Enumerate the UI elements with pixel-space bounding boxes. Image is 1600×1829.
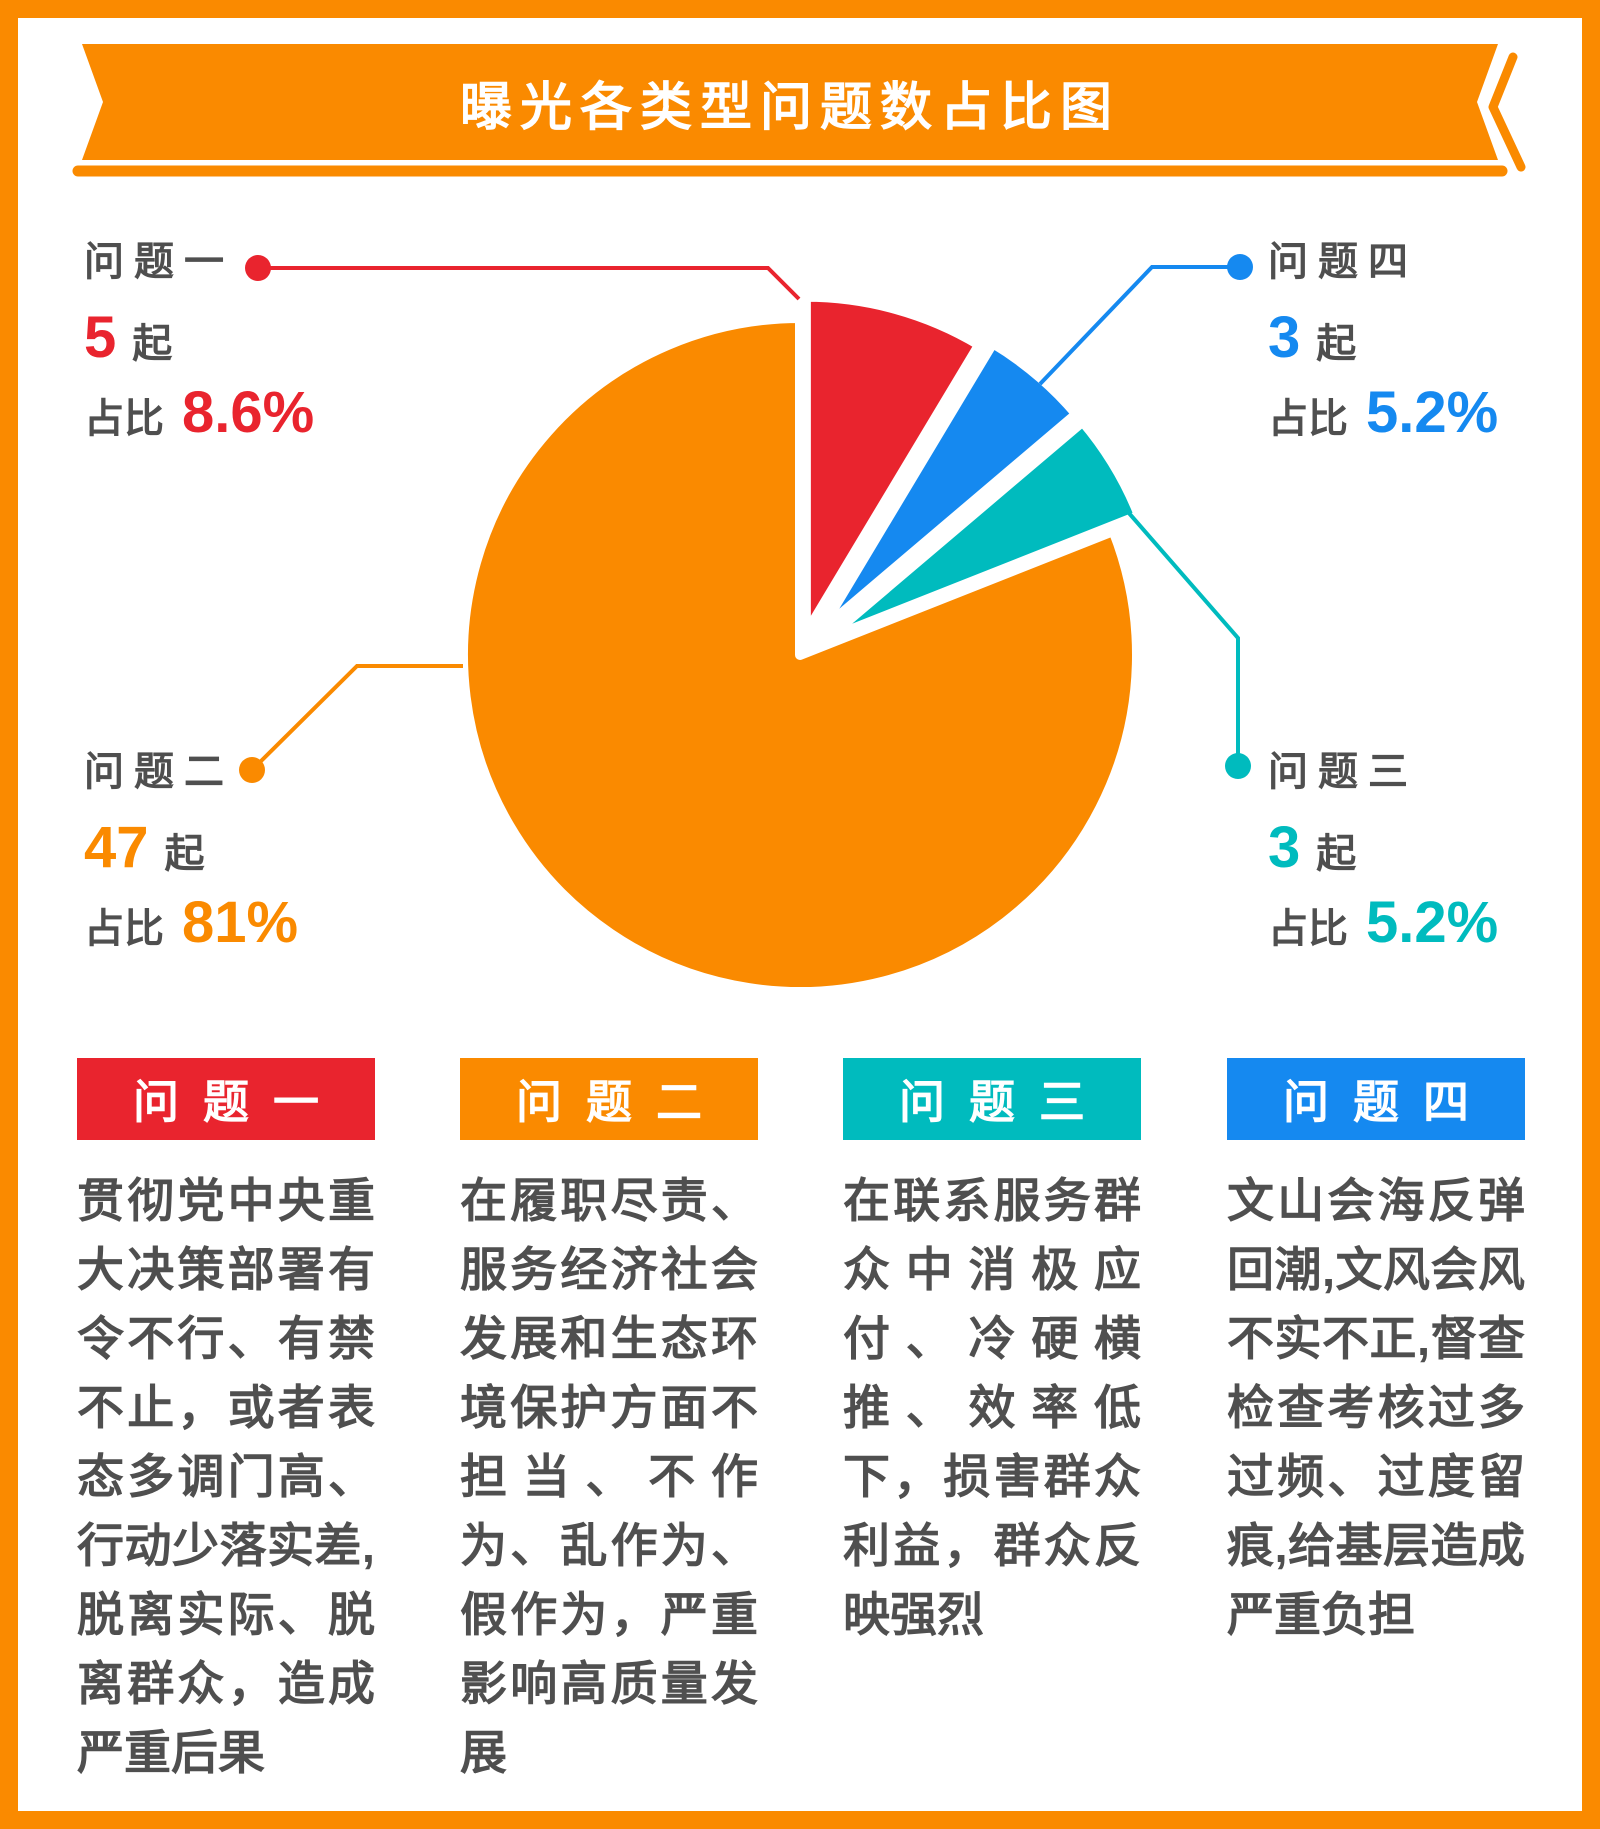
- callout-percent: 8.6%: [182, 380, 315, 445]
- callout-count: 3: [1268, 815, 1301, 880]
- callout-count: 3: [1268, 305, 1301, 370]
- callout-dot-problem4: [1227, 254, 1253, 280]
- legend-card-title: 问题三: [899, 1076, 1109, 1128]
- pie-slice-4: [458, 313, 1142, 997]
- callout-percent-prefix: 占比: [84, 907, 164, 951]
- callout-percent: 5.2%: [1366, 380, 1499, 445]
- ribbon-chevron-icon: [1488, 52, 1526, 172]
- page-title: 曝光各类型问题数占比图: [459, 78, 1120, 137]
- callout-line-problem1: [258, 266, 801, 301]
- callout-line-problem4: [1038, 265, 1240, 386]
- callout-percent: 5.2%: [1366, 890, 1499, 955]
- legend-card-problem1: 问题一 贯彻党中央重大决策部署有令不行、有禁不止，或者表态多调门高、行动少落实差…: [77, 1058, 375, 1787]
- callout-problem2: 问题二 47 起 占比 81%: [84, 744, 298, 954]
- legend-card-header: 问题二: [460, 1058, 758, 1140]
- callout-unit: 起: [132, 322, 173, 366]
- pie-slice-1: [800, 291, 985, 639]
- title-ribbon: [82, 44, 1498, 160]
- legend-card-header: 问题一: [77, 1058, 375, 1140]
- callout-problem1: 问题一 5 起 占比 8.6%: [84, 234, 314, 444]
- callout-dot-problem3: [1225, 753, 1251, 779]
- callout-count: 47: [84, 815, 149, 880]
- legend-card-title: 问题一: [133, 1076, 343, 1128]
- legend-card-body: 在履职尽责、服务经济社会发展和生态环境保护方面不担当、不作为、乱作为、假作为，严…: [460, 1174, 758, 1779]
- legend-card-header: 问题三: [843, 1058, 1141, 1140]
- callout-dot-problem2: [239, 757, 265, 783]
- callout-unit: 起: [1316, 832, 1357, 876]
- legend-card-title: 问题二: [516, 1076, 726, 1128]
- callout-problem3: 问题三 3 起 占比 5.2%: [1268, 744, 1498, 954]
- callout-percent-prefix: 占比: [1268, 907, 1348, 951]
- callout-name: 问题一: [84, 240, 234, 284]
- callout-percent-prefix: 占比: [84, 397, 164, 441]
- callout-name: 问题三: [1268, 750, 1418, 794]
- callout-percent: 81%: [182, 890, 299, 955]
- callout-name: 问题二: [84, 750, 234, 794]
- callout-problem4: 问题四 3 起 占比 5.2%: [1268, 234, 1498, 444]
- callout-count: 5: [84, 305, 117, 370]
- legend-card-body: 文山会海反弹回潮,文风会风不实不正,督查检查考核过多过频、过度留痕,给基层造成严…: [1227, 1174, 1525, 1641]
- legend-card-body: 贯彻党中央重大决策部署有令不行、有禁不止，或者表态多调门高、行动少落实差,脱离实…: [77, 1174, 375, 1779]
- callout-line-problem2: [250, 664, 463, 772]
- pie-slice-3: [820, 416, 1145, 645]
- callout-percent-prefix: 占比: [1268, 397, 1348, 441]
- callout-dot-problem1: [245, 255, 271, 281]
- callout-name: 问题四: [1268, 240, 1418, 284]
- callout-line-problem3: [1126, 510, 1240, 766]
- legend-card-problem2: 问题二 在履职尽责、服务经济社会发展和生态环境保护方面不担当、不作为、乱作为、假…: [460, 1058, 758, 1787]
- legend-card-problem4: 问题四 文山会海反弹回潮,文风会风不实不正,督查检查考核过多过频、过度留痕,给基…: [1227, 1058, 1525, 1649]
- callout-unit: 起: [1316, 322, 1357, 366]
- legend-card-header: 问题四: [1227, 1058, 1525, 1140]
- pie-chart: [458, 291, 1145, 997]
- legend-card-problem3: 问题三 在联系服务群众中消极应付、冷硬横推、效率低下，损害群众利益，群众反映强烈: [843, 1058, 1141, 1649]
- legend-card-body: 在联系服务群众中消极应付、冷硬横推、效率低下，损害群众利益，群众反映强烈: [843, 1174, 1141, 1641]
- callout-unit: 起: [164, 832, 205, 876]
- legend-card-title: 问题四: [1283, 1076, 1493, 1128]
- pie-slice-2: [814, 338, 1082, 638]
